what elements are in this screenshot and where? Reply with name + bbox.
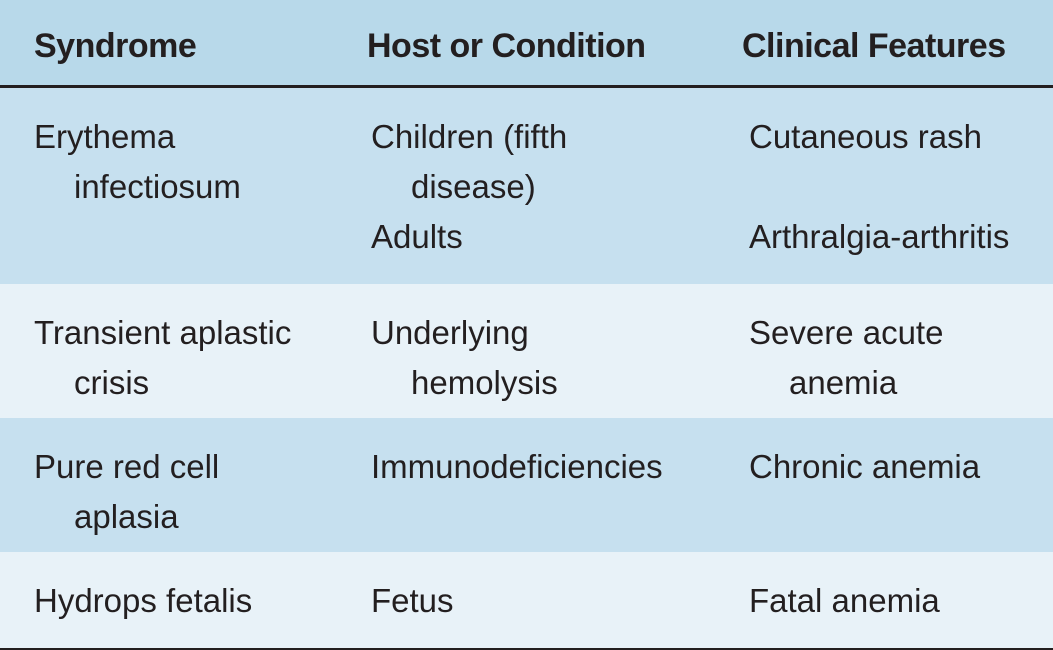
syndrome-cell: Transient aplastic crisis	[34, 308, 291, 408]
features-text-adults: Arthralgia-arthritis	[749, 218, 1010, 255]
syndrome-text: Pure red cell	[34, 448, 220, 485]
host-cell: Underlying hemolysis	[371, 308, 558, 408]
host-text-continued: hemolysis	[411, 364, 558, 401]
table-row: Pure red cell aplasia Immunodeficiencies…	[0, 418, 1053, 552]
table-row: Hydrops fetalis Fetus Fatal anemia	[0, 552, 1053, 648]
features-text: Cutaneous rash	[749, 118, 982, 155]
syndrome-text: Transient aplastic	[34, 314, 292, 351]
syndrome-text: Erythema	[34, 118, 176, 155]
header-host-or-condition: Host or Condition	[367, 27, 646, 65]
host-text: Underlying	[371, 314, 529, 351]
features-text: Fatal anemia	[749, 582, 940, 619]
syndrome-cell: Hydrops fetalis	[34, 576, 252, 626]
header-clinical-features: Clinical Features	[742, 27, 1006, 65]
host-cell: Immunodeficiencies	[371, 442, 663, 492]
features-cell: Chronic anemia	[749, 442, 980, 492]
features-text: Chronic anemia	[749, 448, 981, 485]
table-row: Erythema infectiosum Children (fifth dis…	[0, 88, 1053, 284]
host-text: Children (fifth	[371, 118, 568, 155]
table-row: Transient aplastic crisis Underlying hem…	[0, 284, 1053, 418]
syndrome-text-continued: crisis	[74, 364, 150, 401]
syndrome-text: Hydrops fetalis	[34, 582, 253, 619]
table-bottom-rule	[0, 648, 1053, 650]
host-text-continued: disease)	[411, 168, 536, 205]
host-text-adults: Adults	[371, 218, 463, 255]
features-cell-adults: Arthralgia-arthritis	[749, 212, 1009, 262]
syndrome-text-continued: infectiosum	[74, 168, 241, 205]
host-text: Fetus	[371, 582, 454, 619]
host-text: Immunodeficiencies	[371, 448, 663, 485]
host-cell: Fetus	[371, 576, 454, 626]
syndrome-cell: Erythema infectiosum	[34, 112, 241, 212]
features-cell: Severe acute anemia	[749, 308, 943, 408]
features-text-continued: anemia	[789, 364, 898, 401]
host-cell: Children (fifth disease) Adults	[371, 112, 567, 262]
header-syndrome: Syndrome	[34, 27, 197, 65]
features-text: Severe acute	[749, 314, 944, 351]
syndrome-text-continued: aplasia	[74, 498, 179, 535]
features-cell: Cutaneous rash	[749, 112, 982, 162]
features-cell: Fatal anemia	[749, 576, 940, 626]
table-header-row: Syndrome Host or Condition Clinical Feat…	[0, 0, 1053, 88]
syndrome-cell: Pure red cell aplasia	[34, 442, 219, 542]
